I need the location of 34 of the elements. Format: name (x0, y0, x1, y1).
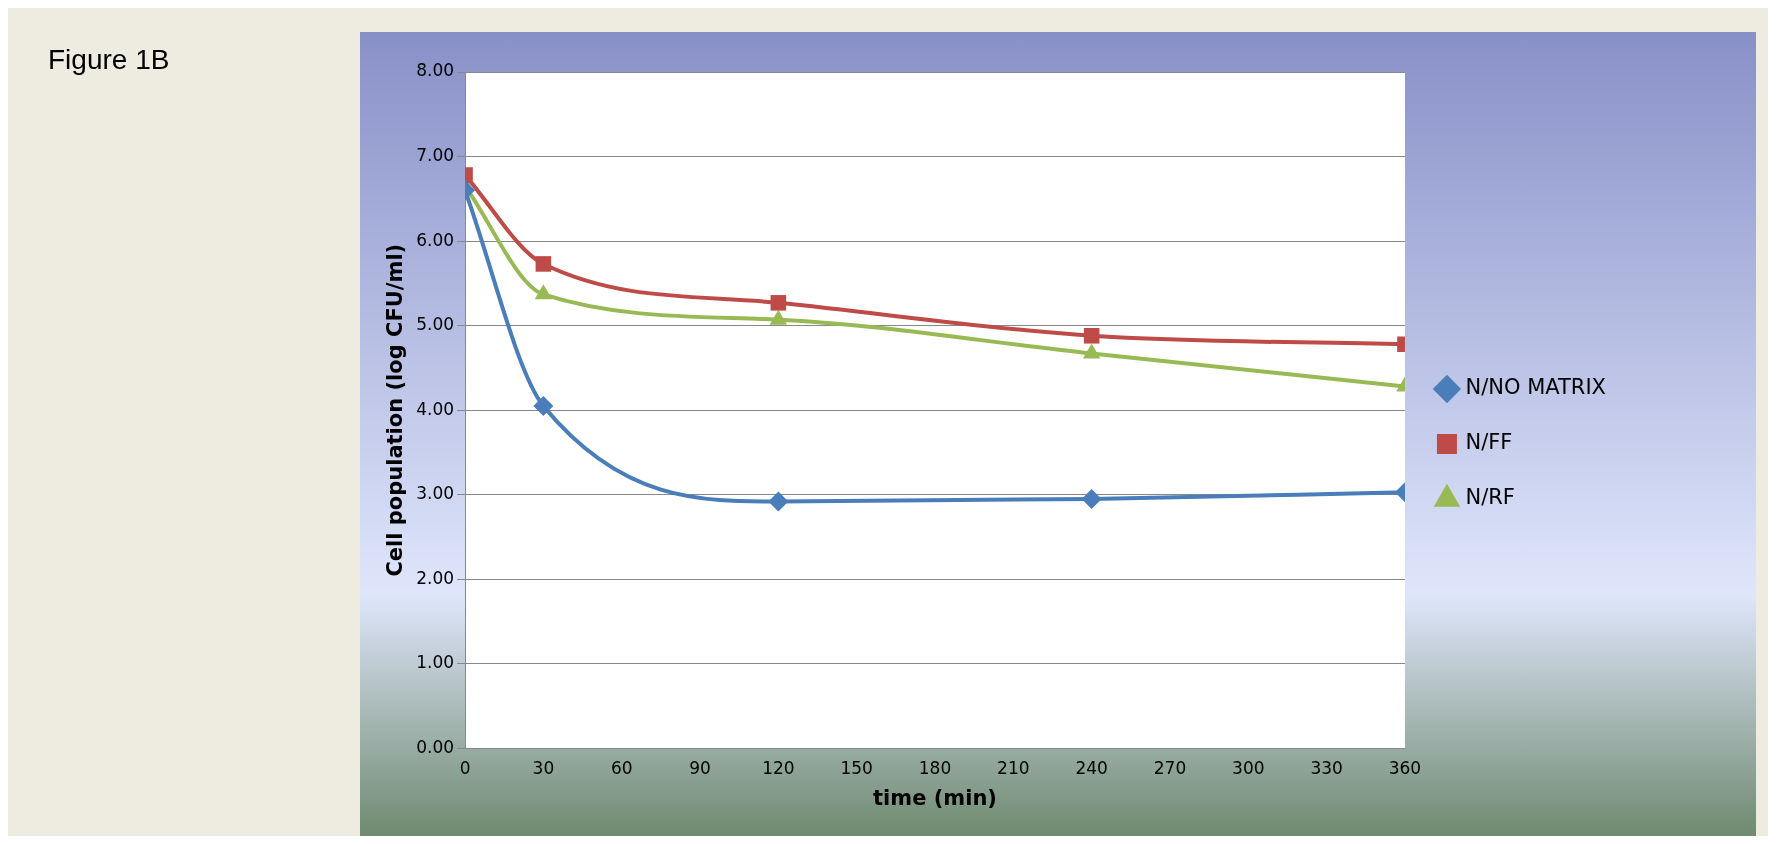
y-tick-label: 3.00 (416, 483, 455, 504)
point (768, 491, 789, 512)
y-axis-title: Cell population (log CFU/ml) (383, 243, 408, 577)
legend-label: N/RF (1465, 485, 1515, 510)
x-tick-label: 90 (689, 758, 711, 779)
point (1081, 488, 1102, 509)
x-tick-label: 240 (1075, 758, 1108, 779)
x-tick-label: 150 (840, 758, 873, 779)
y-tick-label: 6.00 (416, 229, 455, 250)
x-tick-label: 60 (610, 758, 633, 779)
point (533, 395, 554, 416)
text: Figure 1B (48, 44, 170, 76)
legend-label: N/FF (1465, 430, 1513, 455)
x-axis-title: time (min) (873, 785, 997, 810)
y-tick-label: 2.00 (416, 567, 455, 588)
x-tick-label: 180 (918, 758, 952, 779)
legend-label: N/NO MATRIX (1465, 375, 1607, 400)
y-tick-label: 1.00 (416, 652, 455, 673)
x-tick-label: 30 (532, 758, 555, 779)
y-tick-label: 7.00 (416, 144, 455, 165)
x-tick-label: 0 (459, 758, 471, 779)
y-tick-label: 4.00 (416, 398, 455, 419)
x-tick-label: 120 (762, 758, 795, 779)
x-tick-label: 360 (1388, 758, 1422, 779)
y-tick-label: 0.00 (416, 736, 455, 757)
x-tick-label: 330 (1310, 758, 1343, 779)
point (770, 295, 787, 311)
point (535, 256, 552, 272)
x-tick-label: 270 (1153, 758, 1187, 779)
x-tick-label: 210 (997, 758, 1030, 779)
y-tick-label: 5.00 (416, 314, 455, 335)
y-tick-label: 8.00 (416, 60, 455, 81)
point (1083, 328, 1100, 344)
x-tick-label: 300 (1232, 758, 1265, 779)
